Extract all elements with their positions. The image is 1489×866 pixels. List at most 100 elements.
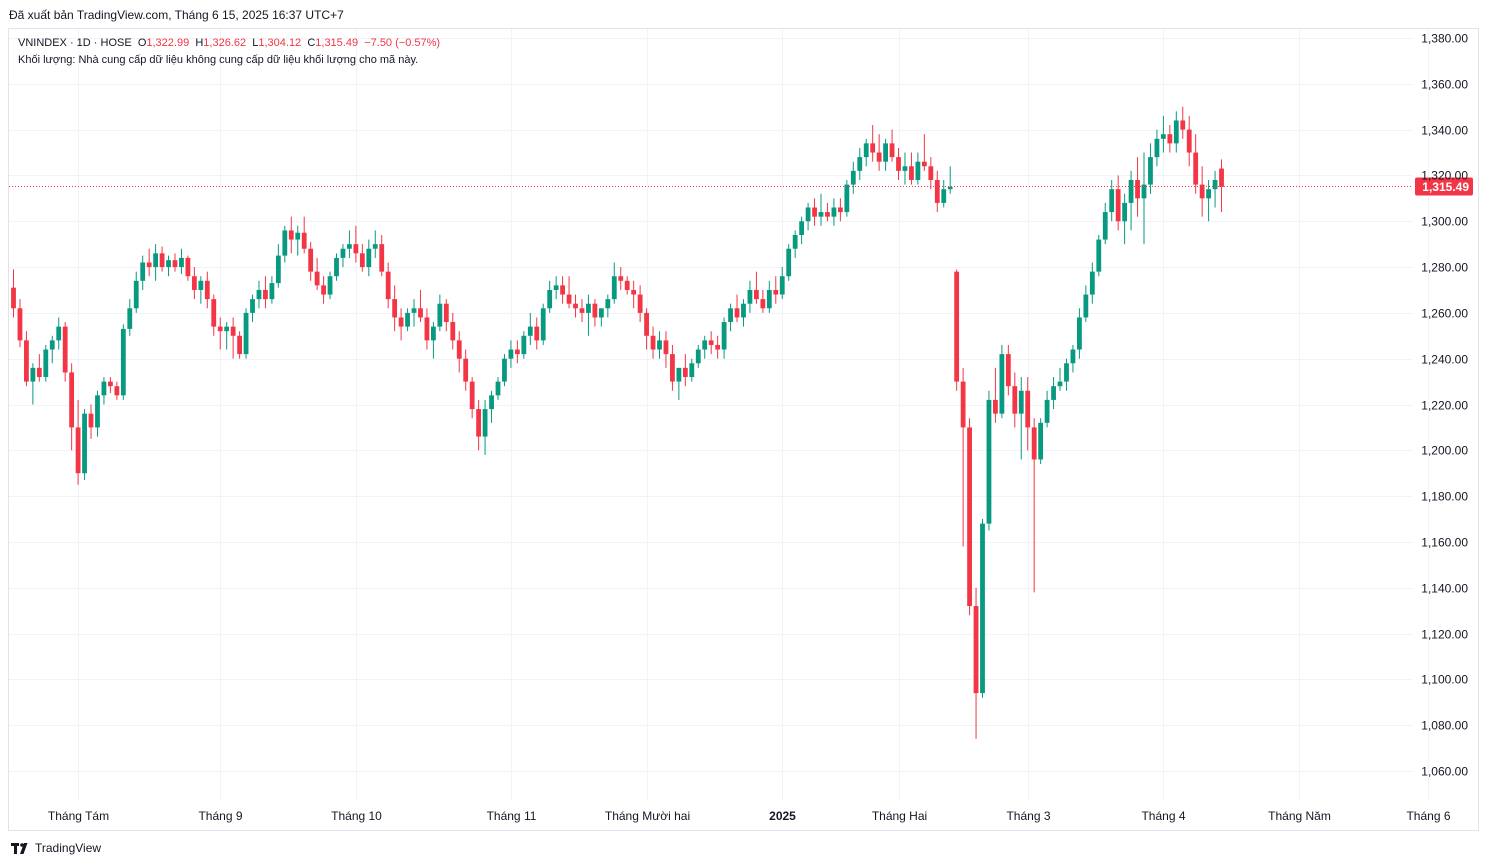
candle[interactable] [301, 216, 307, 254]
candle[interactable] [250, 294, 255, 323]
candle[interactable] [1044, 390, 1050, 428]
candle[interactable] [347, 230, 352, 258]
candle[interactable] [159, 246, 165, 272]
candle[interactable] [1115, 175, 1121, 231]
candle[interactable] [1154, 129, 1160, 167]
candle[interactable] [1018, 377, 1024, 460]
candle[interactable] [49, 335, 55, 364]
candle[interactable] [11, 269, 16, 318]
candle[interactable] [179, 248, 184, 274]
candle[interactable] [573, 294, 578, 318]
candle[interactable] [1089, 262, 1095, 304]
candle[interactable] [353, 225, 359, 263]
candle[interactable] [75, 399, 81, 485]
candle[interactable] [1051, 377, 1056, 410]
candle[interactable] [663, 331, 669, 368]
candle[interactable] [1012, 372, 1018, 428]
candle[interactable] [637, 285, 643, 323]
candle[interactable] [1160, 115, 1166, 153]
candle[interactable] [631, 280, 637, 309]
candle[interactable] [695, 344, 701, 368]
candle[interactable] [1148, 143, 1153, 194]
candle[interactable] [146, 248, 152, 277]
candle[interactable] [954, 269, 960, 391]
candle[interactable] [243, 308, 249, 359]
candle[interactable] [1077, 308, 1082, 359]
candle[interactable] [392, 285, 398, 332]
candle[interactable] [741, 299, 746, 327]
candle[interactable] [644, 308, 649, 350]
candle[interactable] [598, 308, 604, 327]
candle[interactable] [185, 255, 191, 281]
candle[interactable] [469, 377, 475, 419]
candle[interactable] [1057, 367, 1063, 391]
candle[interactable] [1199, 166, 1205, 217]
candle[interactable] [1083, 285, 1089, 323]
candle[interactable] [715, 335, 721, 359]
candle[interactable] [1038, 418, 1044, 465]
candle[interactable] [773, 276, 779, 304]
candle[interactable] [224, 322, 230, 350]
candle[interactable] [786, 244, 792, 281]
candle[interactable] [372, 230, 378, 258]
candle[interactable] [172, 253, 178, 272]
candle[interactable] [527, 312, 533, 345]
candle[interactable] [275, 244, 281, 288]
candle[interactable] [450, 312, 456, 350]
candle[interactable] [36, 354, 42, 382]
candle[interactable] [624, 276, 630, 295]
candle[interactable] [993, 367, 998, 423]
candle[interactable] [876, 134, 882, 171]
candle[interactable] [166, 255, 171, 277]
candle[interactable] [108, 377, 113, 394]
candle[interactable] [359, 244, 365, 272]
candle[interactable] [489, 390, 494, 423]
candle[interactable] [805, 202, 811, 231]
candle[interactable] [1206, 180, 1211, 222]
candle[interactable] [760, 289, 766, 313]
candle[interactable] [566, 276, 572, 309]
candle[interactable] [521, 331, 527, 359]
candle[interactable] [43, 344, 49, 382]
candle[interactable] [728, 303, 733, 332]
candle[interactable] [792, 230, 798, 258]
candle[interactable] [140, 255, 146, 290]
candle[interactable] [1219, 159, 1224, 213]
candle[interactable] [540, 303, 546, 345]
candle[interactable] [611, 262, 617, 304]
candle[interactable] [1141, 152, 1147, 245]
candle[interactable] [534, 317, 540, 350]
candle[interactable] [734, 294, 740, 323]
candle[interactable] [114, 381, 120, 400]
candle[interactable] [1173, 111, 1179, 153]
candle[interactable] [825, 202, 830, 222]
candle[interactable] [670, 344, 675, 391]
candle[interactable] [431, 322, 436, 359]
candle[interactable] [256, 280, 262, 309]
candle[interactable] [960, 367, 966, 547]
candle[interactable] [437, 294, 443, 332]
candle[interactable] [88, 404, 94, 439]
candle[interactable] [502, 354, 507, 387]
candle[interactable] [1212, 170, 1218, 208]
candle[interactable] [495, 377, 501, 400]
candle[interactable] [424, 308, 430, 350]
candle[interactable] [1005, 344, 1011, 396]
candle[interactable] [721, 317, 727, 359]
candle[interactable] [282, 225, 288, 263]
candle[interactable] [198, 276, 204, 304]
candle[interactable] [133, 271, 139, 313]
candle[interactable] [514, 340, 520, 364]
candle[interactable] [1186, 115, 1192, 167]
candle[interactable] [1167, 125, 1173, 153]
candle[interactable] [650, 326, 656, 359]
candle[interactable] [870, 125, 876, 162]
candle[interactable] [379, 234, 385, 277]
candle[interactable] [618, 267, 624, 290]
symbol-label[interactable]: VNINDEX · 1D · HOSE [18, 37, 132, 49]
candle[interactable] [592, 299, 598, 327]
candle[interactable] [928, 157, 934, 190]
candle[interactable] [204, 271, 210, 309]
candle[interactable] [579, 299, 585, 323]
